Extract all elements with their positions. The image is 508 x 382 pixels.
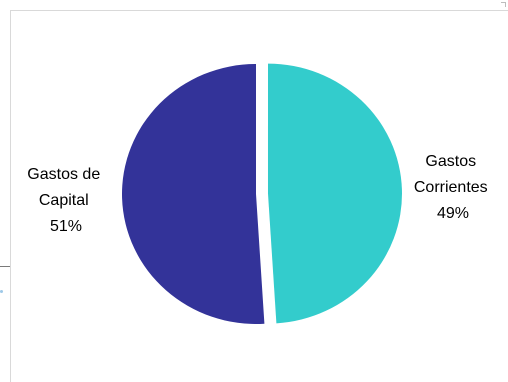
- slice-label-gastos-corrientes-line-2: Corrientes: [414, 179, 488, 196]
- chart-corner-tick: [501, 2, 506, 7]
- chart-frame-top-border: [10, 10, 508, 11]
- slice-label-gastos-de-capital: Gastos de Capital 51%: [27, 166, 104, 235]
- slice-label-gastos-de-capital-line-1: Gastos de: [27, 166, 100, 183]
- pie-slice-gastos-corrientes: [267, 63, 402, 324]
- left-edge-dot: [0, 290, 3, 293]
- left-edge-mark: [0, 266, 10, 267]
- chart-frame-left-border: [10, 10, 11, 382]
- slice-label-gastos-corrientes: Gastos Corrientes 49%: [414, 153, 492, 222]
- pie-slice-gastos-de-capital: [121, 64, 265, 325]
- slice-label-gastos-corrientes-line-1: Gastos: [425, 153, 476, 170]
- pie-slices: [121, 63, 402, 325]
- slice-label-gastos-de-capital-line-2: Capital: [39, 192, 89, 209]
- slice-label-gastos-corrientes-line-3: 49%: [437, 205, 469, 222]
- slice-label-gastos-de-capital-line-3: 51%: [50, 218, 82, 235]
